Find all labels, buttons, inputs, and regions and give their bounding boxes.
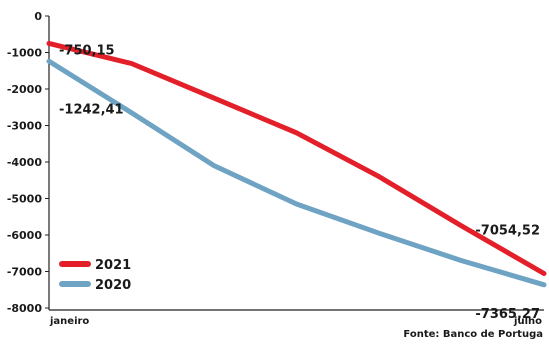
legend-label: 2021: [95, 258, 131, 273]
y-tick-label: -3000: [7, 120, 43, 133]
y-tick-label: -4000: [7, 156, 43, 169]
y-tick-label: -1000: [7, 47, 43, 60]
data-label: -750,15: [59, 43, 115, 58]
y-tick-label: -5000: [7, 193, 43, 206]
x-tick-label-start: janeiro: [49, 316, 89, 327]
y-tick-label: -8000: [7, 302, 43, 315]
y-tick-label: 0: [34, 10, 42, 23]
data-label: -7365,27: [475, 307, 540, 322]
y-tick-label: -6000: [7, 229, 43, 242]
source-note: Fonte: Banco de Portuga: [403, 329, 543, 340]
chart-axes: [48, 16, 544, 311]
data-label: -1242,41: [59, 102, 124, 117]
x-axis-ticks: janeiro julho: [49, 316, 542, 327]
y-tick-label: -7000: [7, 266, 43, 279]
series-lines: [46, 40, 547, 288]
data-labels: -750,15 -1242,41 -7054,52 -7365,27: [59, 43, 540, 321]
y-axis-ticks: 0 -1000 -2000 -3000 -4000 -5000 -6000 -7000 -800…: [7, 10, 49, 315]
legend-label: 2020: [95, 278, 131, 293]
x-tick-label-end: julho: [513, 316, 542, 327]
legend: 2021 2020: [59, 258, 131, 293]
series-line-2020: [46, 58, 547, 288]
data-label: -7054,52: [475, 223, 540, 238]
y-tick-label: -2000: [7, 83, 43, 96]
series-line-2021: [46, 40, 547, 276]
